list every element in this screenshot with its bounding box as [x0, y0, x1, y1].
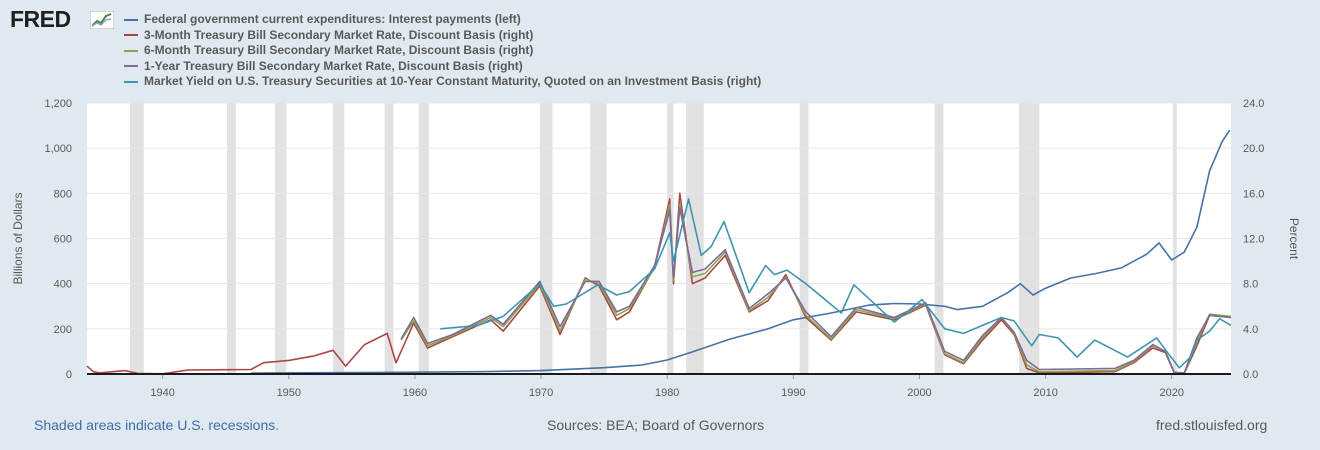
legend-label: 6-Month Treasury Bill Secondary Market R…	[144, 43, 534, 57]
x-tick-label: 1980	[655, 387, 679, 399]
legend-label: 3-Month Treasury Bill Secondary Market R…	[144, 27, 534, 42]
y-axis-title-left: Billions of Dollars	[11, 192, 25, 284]
legend-item[interactable]: Federal government current expenditures:…	[124, 12, 761, 28]
legend-label: Federal government current expenditures:…	[144, 12, 521, 26]
y-axis-title-right: Percent	[1287, 218, 1301, 260]
x-tick-label: 1990	[781, 387, 805, 399]
legend-item[interactable]: Market Yield on U.S. Treasury Securities…	[124, 74, 761, 90]
y-tick-label-right: 4.0	[1243, 324, 1258, 336]
fred-chart-logo-icon	[90, 11, 114, 29]
series-line-1	[250, 129, 1231, 374]
legend-item[interactable]: 3-Month Treasury Bill Secondary Market R…	[124, 28, 761, 44]
y-tick-label-right: 12.0	[1243, 234, 1264, 246]
legend-item[interactable]: 1-Year Treasury Bill Secondary Market Ra…	[124, 59, 761, 75]
x-tick-label: 1950	[277, 387, 301, 399]
fred-logo[interactable]: FRED	[10, 6, 71, 32]
legend-label: 1-Year Treasury Bill Secondary Market Ra…	[144, 58, 523, 73]
y-tick-label-left: 1,200	[44, 98, 72, 110]
recession-note: Shaded areas indicate U.S. recessions.	[34, 417, 280, 433]
x-tick-label: 1940	[150, 387, 174, 399]
y-tick-label-left: 400	[54, 279, 72, 291]
legend-item[interactable]: 6-Month Treasury Bill Secondary Market R…	[124, 43, 761, 59]
series-line-2	[86, 192, 1232, 375]
legend-swatch	[124, 80, 138, 83]
y-tick-label-left: 200	[54, 324, 72, 336]
y-tick-label-left: 800	[54, 188, 72, 200]
y-tick-label-right: 16.0	[1243, 188, 1264, 200]
x-tick-label: 1970	[529, 387, 553, 399]
y-tick-label-right: 0.0	[1243, 369, 1258, 381]
site-link[interactable]: fred.stlouisfed.org	[1156, 417, 1268, 433]
x-tick-label: 1960	[403, 387, 427, 399]
y-tick-label-left: 600	[54, 234, 72, 246]
legend-swatch	[124, 49, 138, 52]
legend-swatch	[124, 18, 138, 21]
x-tick-label: 2020	[1159, 387, 1183, 399]
legend-label: Market Yield on U.S. Treasury Securities…	[144, 74, 762, 88]
y-tick-label-right: 8.0	[1243, 279, 1258, 291]
y-tick-label-left: 1,000	[44, 143, 72, 155]
series-line-4	[400, 207, 1232, 374]
x-tick-label: 2010	[1033, 387, 1057, 399]
chart-legend: Federal government current expenditures:…	[124, 12, 761, 90]
legend-swatch	[124, 34, 138, 37]
legend-swatch	[124, 65, 138, 68]
series-line-3	[400, 203, 1232, 375]
y-tick-label-right: 20.0	[1243, 143, 1264, 155]
x-tick-label: 2000	[907, 387, 931, 399]
series-line-5	[440, 198, 1232, 369]
y-tick-label-left: 0	[66, 369, 72, 381]
sources-note: Sources: BEA; Board of Governors	[547, 417, 765, 433]
y-tick-label-right: 24.0	[1243, 98, 1264, 110]
